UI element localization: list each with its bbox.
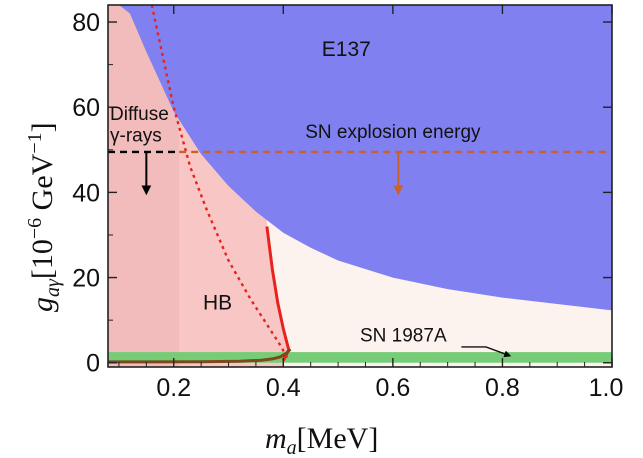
y-tick-label: 80 xyxy=(72,9,100,37)
plot-frame xyxy=(107,4,613,368)
x-tick-label: 0.4 xyxy=(266,374,301,402)
annotation-4: HB xyxy=(203,292,232,315)
e137-region xyxy=(108,5,612,311)
plot-border xyxy=(107,4,613,368)
curves xyxy=(108,5,612,364)
x-tick-label: 1.0 xyxy=(589,374,624,402)
annotation-3: SN explosion energy xyxy=(305,122,481,143)
series-line-1 xyxy=(150,5,290,362)
x-axis-label: ma[MeV] xyxy=(265,422,378,458)
y-tick-label: 0 xyxy=(86,350,100,378)
y-tick-label: 40 xyxy=(72,179,100,207)
ticks: 0.2 0.4 0.6 0.8 1.0 0 20 40 60 80 xyxy=(72,5,623,402)
y-axis-label: gaγ[10−6 GeV−1] xyxy=(24,122,64,312)
x-tick-label: 0.8 xyxy=(485,374,520,402)
y-tick-label: 20 xyxy=(72,265,100,293)
annotation-1: Diffuse xyxy=(110,104,169,125)
y-tick-label: 60 xyxy=(72,94,100,122)
annotation-2: γ-rays xyxy=(110,125,162,146)
sn1987a-band xyxy=(108,352,612,363)
regions xyxy=(108,5,612,367)
x-tick-label: 0.6 xyxy=(375,374,410,402)
annotation-0: E137 xyxy=(322,38,371,61)
x-tick-label: 0.2 xyxy=(156,374,191,402)
annotation-5: SN 1987A xyxy=(360,325,447,346)
sn1987a-pointer xyxy=(461,346,512,358)
series-line-2 xyxy=(108,348,292,364)
